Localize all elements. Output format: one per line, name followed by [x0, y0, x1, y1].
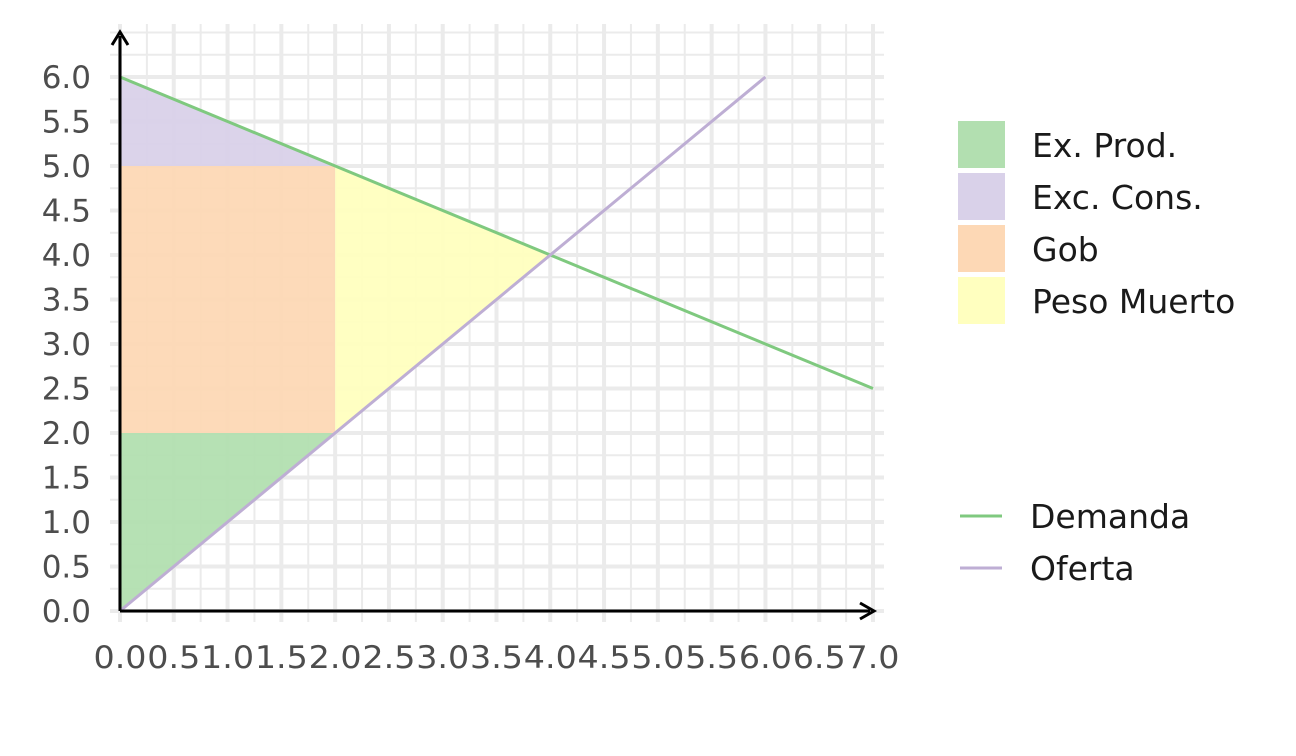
- y-tick-labels: 0.0 0.5 1.0 1.5 2.0 2.5 3.0 3.5 4.0 4.5 5.0 5.5 6.0: [42, 60, 91, 630]
- line-oferta: [119, 75, 767, 613]
- legend-label: Demanda: [1030, 497, 1190, 536]
- x-tick-labels: 0.0 0.5 1.0 1.5 2.0 2.5 3.0 3.5 4.0 4.5 5.0 5.5 6.0 6…: [94, 640, 900, 676]
- y-tick-label: 3.5: [42, 283, 91, 319]
- x-tick-label: 1.5: [255, 640, 308, 676]
- curve-lines: [119, 75, 874, 613]
- x-tick-label: 0.0: [94, 640, 147, 676]
- legend-label: Peso Muerto: [1032, 282, 1235, 321]
- legend-key-2: [958, 225, 1005, 272]
- y-tick-label: 0.0: [42, 594, 91, 630]
- x-tick-label: 6.5: [793, 640, 846, 676]
- legend-key-3: [958, 277, 1005, 324]
- legend-key-0: [958, 121, 1005, 168]
- legend-key-1: [958, 173, 1005, 220]
- y-tick-label: 1.5: [42, 461, 91, 497]
- y-tick-label: 5.5: [42, 105, 91, 141]
- x-tick-label: 2.5: [362, 640, 415, 676]
- x-tick-label: 4.0: [524, 640, 577, 676]
- x-tick-label: 1.0: [201, 640, 254, 676]
- x-tick-label: 7.0: [847, 640, 900, 676]
- x-tick-label: 5.0: [631, 640, 684, 676]
- fill-legend: Ex. Prod. Exc. Cons. Gob Peso Muerto: [958, 121, 1235, 324]
- y-tick-label: 6.0: [42, 60, 91, 96]
- y-tick-label: 1.0: [42, 505, 91, 541]
- area-gob: [120, 166, 336, 433]
- x-axis-arrowhead: [859, 601, 878, 621]
- axes: [110, 29, 878, 621]
- y-tick-label: 2.5: [42, 372, 91, 408]
- y-tick-label: 2.0: [42, 416, 91, 452]
- legend-label: Gob: [1032, 230, 1099, 269]
- legend-label: Ex. Prod.: [1032, 126, 1177, 165]
- y-tick-label: 4.5: [42, 194, 91, 230]
- line-demanda: [119, 75, 874, 390]
- y-tick-label: 4.0: [42, 238, 91, 274]
- x-tick-label: 0.5: [147, 640, 200, 676]
- x-tick-label: 3.5: [470, 640, 523, 676]
- x-tick-label: 4.5: [578, 640, 631, 676]
- area-peso-muerto: [335, 166, 551, 433]
- x-tick-label: 2.0: [309, 640, 362, 676]
- x-tick-label: 3.0: [416, 640, 469, 676]
- y-tick-label: 5.0: [42, 149, 91, 185]
- x-tick-label: 6.0: [739, 640, 792, 676]
- y-tick-label: 0.5: [42, 550, 91, 586]
- legend-label: Oferta: [1030, 549, 1135, 588]
- y-tick-label: 3.0: [42, 327, 91, 363]
- y-axis-arrowhead: [110, 29, 130, 46]
- line-legend: Demanda Oferta: [960, 497, 1190, 588]
- legend-label: Exc. Cons.: [1032, 178, 1203, 217]
- x-tick-label: 5.5: [685, 640, 738, 676]
